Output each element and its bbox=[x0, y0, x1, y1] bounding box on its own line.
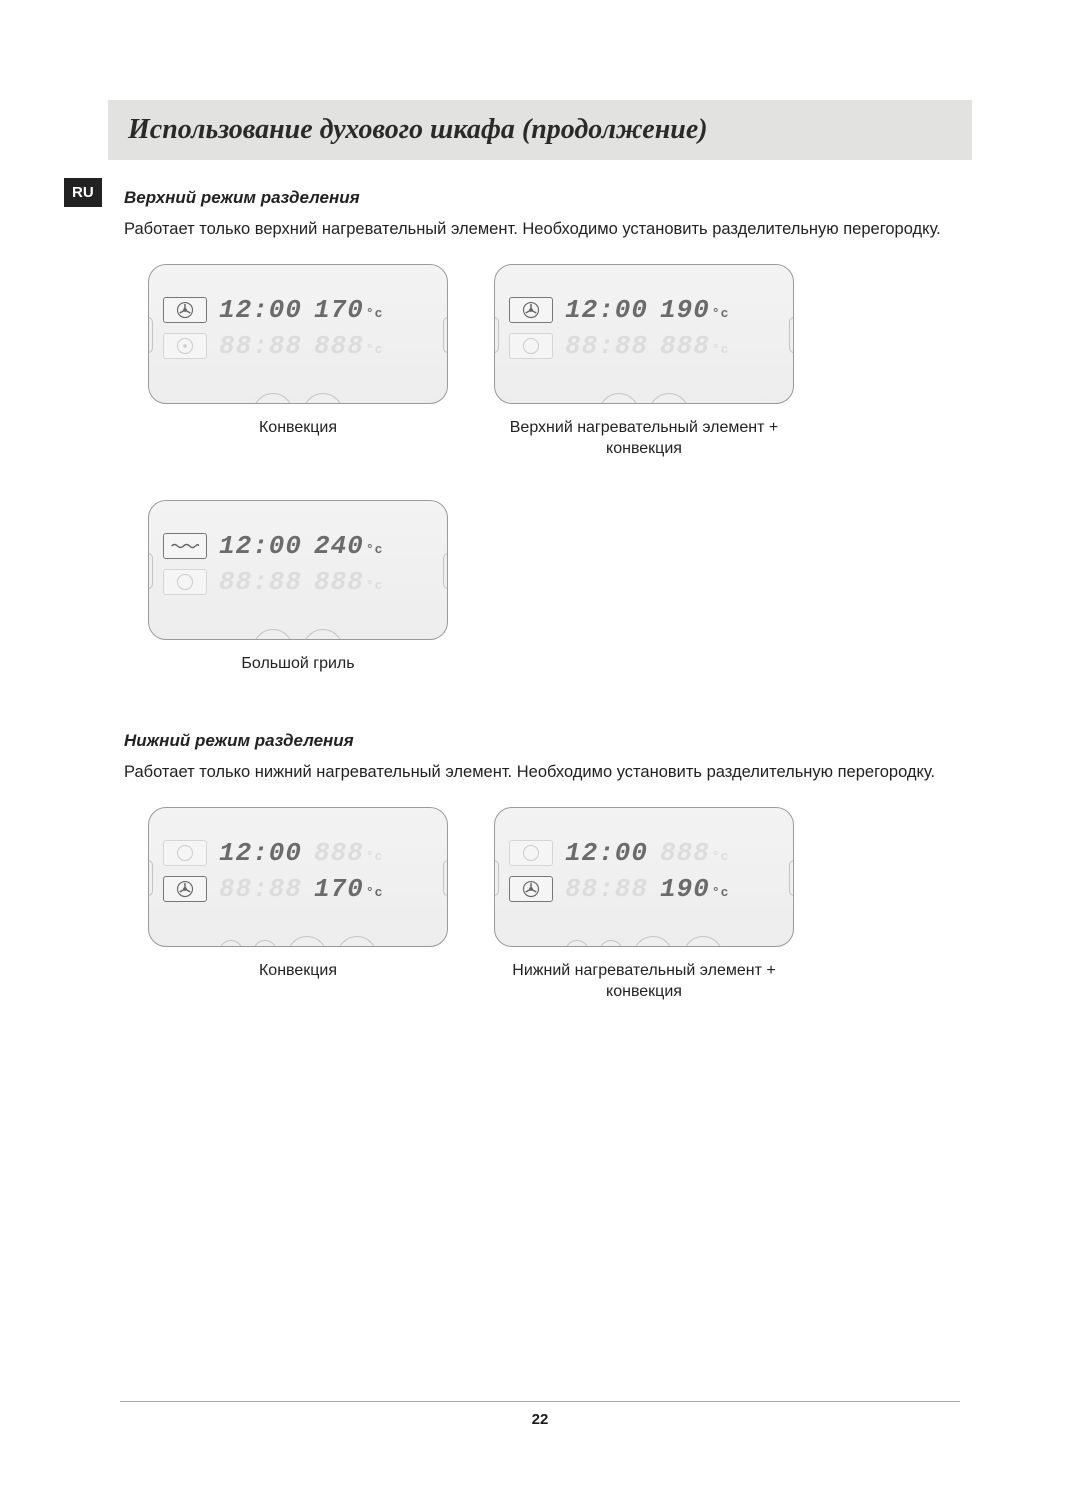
oven-display: 12:00 888°c 88:88 170°c bbox=[148, 807, 448, 947]
temp-display: 190°c bbox=[660, 295, 729, 325]
panels-grid-upper: 12:00 170°c 88:88 888°c bbox=[148, 264, 972, 674]
title-bar: Использование духового шкафа (продолжени… bbox=[108, 100, 972, 160]
footer-rule bbox=[120, 1401, 960, 1402]
mode-indicator bbox=[163, 876, 207, 902]
temp-display: 240°c bbox=[314, 531, 383, 561]
mode-indicator-dim bbox=[163, 333, 207, 359]
temp-display: 190°c bbox=[660, 874, 729, 904]
section-text: Работает только нижний нагревательный эл… bbox=[124, 761, 972, 783]
time-display: 12:00 bbox=[219, 838, 302, 868]
section-upper-mode: Верхний режим разделения Работает только… bbox=[124, 188, 972, 675]
mode-indicator bbox=[509, 297, 553, 323]
time-display-dim: 88:88 bbox=[219, 331, 302, 361]
temp-display-dim: 888°c bbox=[314, 331, 383, 361]
panel-caption: Верхний нагревательный элемент + конвекц… bbox=[494, 418, 794, 460]
panel-caption: Конвекция bbox=[148, 418, 448, 439]
oven-display: 12:00 190°c 88:88 888°c bbox=[494, 264, 794, 404]
mode-indicator bbox=[509, 876, 553, 902]
temp-display: 170°c bbox=[314, 874, 383, 904]
page-title: Использование духового шкафа (продолжени… bbox=[128, 114, 952, 146]
time-display: 12:00 bbox=[565, 838, 648, 868]
language-badge: RU bbox=[64, 178, 102, 207]
display-row-bottom: 88:88 888°c bbox=[163, 331, 433, 361]
oven-panel: 12:00 170°c 88:88 888°c bbox=[148, 264, 448, 460]
oven-panel: 12:00 190°c 88:88 888°c Верхний нагр bbox=[494, 264, 794, 460]
time-display: 12:00 bbox=[219, 295, 302, 325]
manual-page: Использование духового шкафа (продолжени… bbox=[0, 0, 1080, 1486]
fan-icon bbox=[176, 880, 194, 898]
oven-display: 12:00 240°c 88:88 888°c bbox=[148, 500, 448, 640]
temp-display: 170°c bbox=[314, 295, 383, 325]
panel-caption: Нижний нагревательный элемент + конвекци… bbox=[494, 961, 794, 1003]
section-text: Работает только верхний нагревательный э… bbox=[124, 218, 972, 240]
oven-display: 12:00 888°c 88:88 190°c bbox=[494, 807, 794, 947]
section-heading: Нижний режим разделения bbox=[124, 731, 972, 751]
panel-caption: Конвекция bbox=[148, 961, 448, 982]
oven-panel: 12:00 888°c 88:88 190°c bbox=[494, 807, 794, 1003]
page-number: 22 bbox=[0, 1411, 1080, 1428]
fan-icon bbox=[176, 337, 194, 355]
panels-grid-lower: 12:00 888°c 88:88 170°c bbox=[148, 807, 972, 1003]
fan-icon bbox=[176, 301, 194, 319]
mode-indicator bbox=[163, 533, 207, 559]
display-row-top: 12:00 170°c bbox=[163, 295, 433, 325]
mode-indicator bbox=[163, 297, 207, 323]
oven-panel: 12:00 888°c 88:88 170°c bbox=[148, 807, 448, 1003]
section-heading: Верхний режим разделения bbox=[124, 188, 972, 208]
time-display: 12:00 bbox=[219, 531, 302, 561]
grill-icon bbox=[170, 541, 200, 551]
fan-icon bbox=[522, 880, 540, 898]
time-display: 12:00 bbox=[565, 295, 648, 325]
oven-panel: 12:00 240°c 88:88 888°c Большой грил bbox=[148, 500, 448, 675]
fan-icon bbox=[522, 301, 540, 319]
oven-display: 12:00 170°c 88:88 888°c bbox=[148, 264, 448, 404]
panel-caption: Большой гриль bbox=[148, 654, 448, 675]
section-lower-mode: Нижний режим разделения Работает только … bbox=[124, 731, 972, 1003]
